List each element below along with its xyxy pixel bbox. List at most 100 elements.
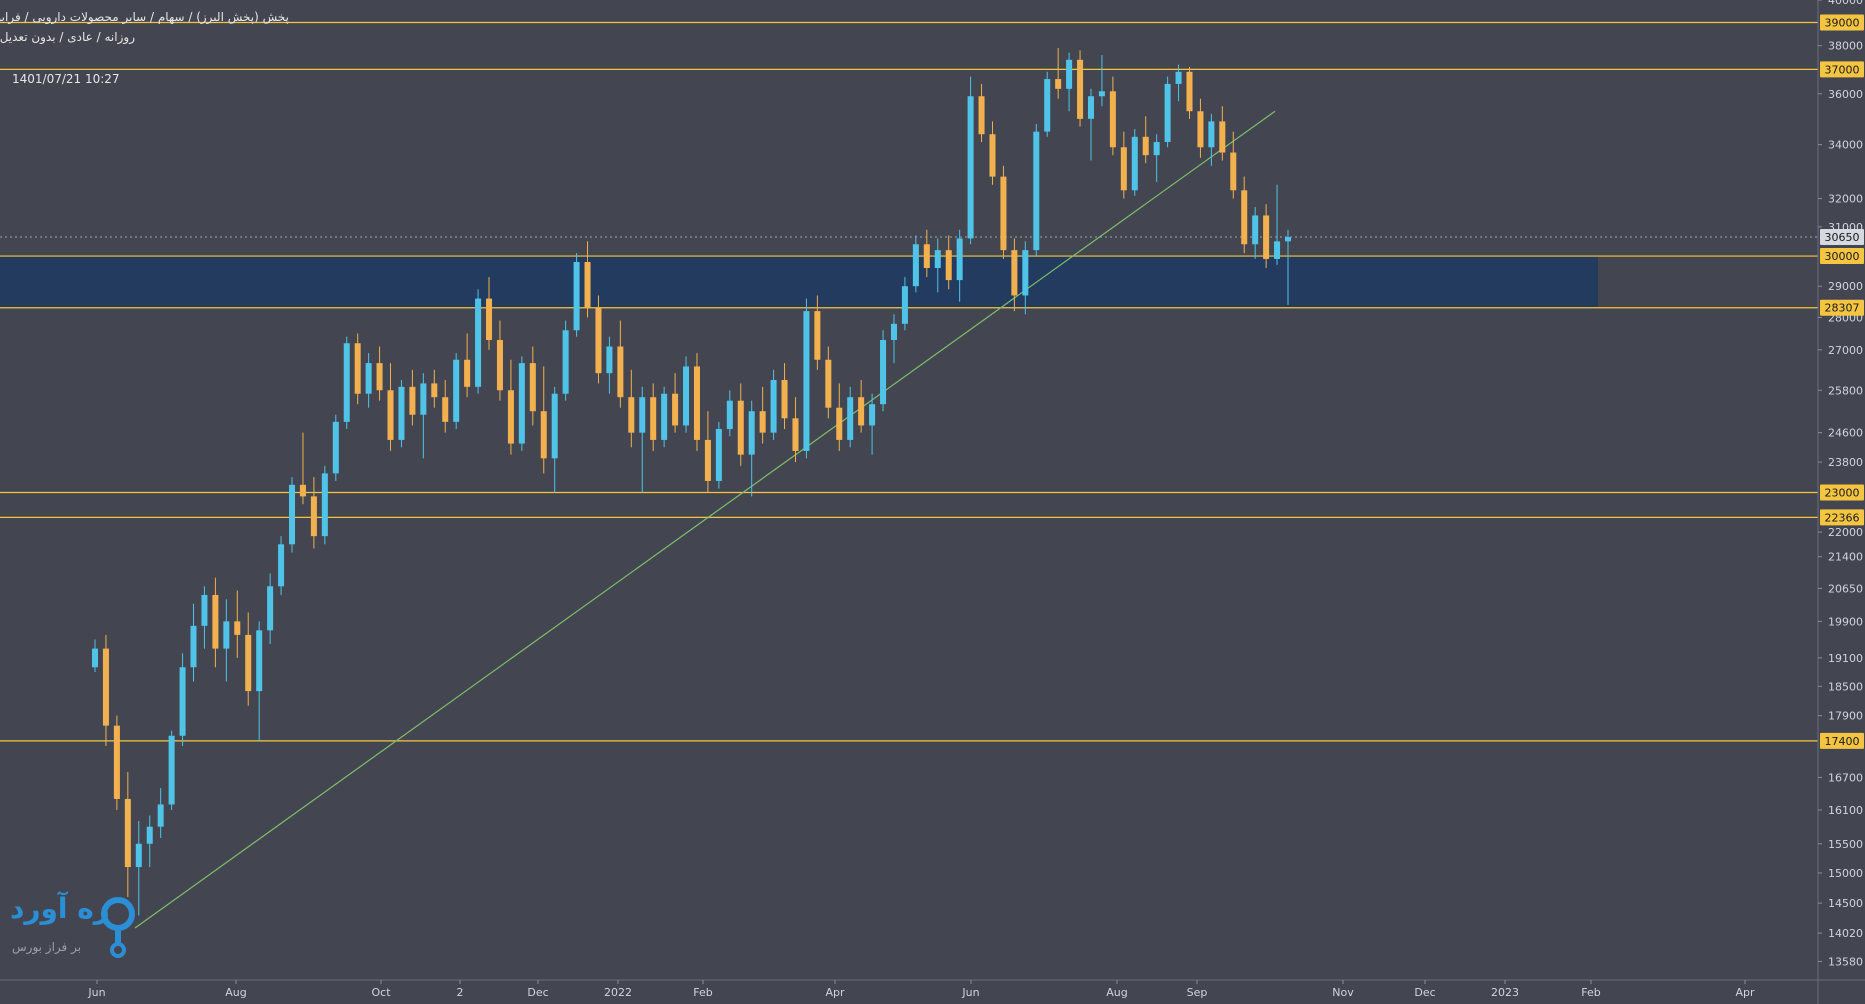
candle-body[interactable] [529, 363, 536, 412]
candle-body[interactable] [1109, 91, 1116, 148]
candle-body[interactable] [398, 386, 405, 440]
candle-body[interactable] [672, 393, 679, 426]
candle-body[interactable] [278, 544, 285, 587]
candle-body[interactable] [573, 261, 580, 331]
candle-body[interactable] [1120, 147, 1127, 191]
candle-body[interactable] [562, 330, 569, 394]
candle-body[interactable] [1131, 136, 1138, 191]
candle-body[interactable] [814, 311, 821, 360]
candle-body[interactable] [146, 826, 153, 844]
candle-body[interactable] [1252, 215, 1259, 245]
support-zone[interactable] [0, 256, 1598, 308]
candle-body[interactable] [628, 397, 635, 433]
candle-body[interactable] [409, 386, 416, 415]
candle-body[interactable] [135, 843, 142, 868]
candle-body[interactable] [978, 96, 985, 135]
candle-body[interactable] [1153, 142, 1160, 156]
candle-body[interactable] [321, 473, 328, 537]
price-axis[interactable]: 4000038000360003400032000310002900028000… [1818, 0, 1863, 968]
candle-body[interactable] [168, 735, 175, 805]
candle-body[interactable] [956, 238, 963, 281]
candle-body[interactable] [847, 397, 854, 440]
candle-body[interactable] [1098, 91, 1105, 97]
candle-body[interactable] [1175, 71, 1182, 84]
candle-body[interactable] [1142, 136, 1149, 156]
candle-body[interactable] [486, 298, 493, 340]
candle-body[interactable] [1066, 59, 1073, 89]
candle-body[interactable] [453, 359, 460, 422]
candle-body[interactable] [923, 244, 930, 268]
candle-body[interactable] [464, 359, 471, 387]
candle-body[interactable] [267, 586, 274, 631]
candle-body[interactable] [595, 307, 602, 374]
candle-body[interactable] [1186, 71, 1193, 112]
candle-body[interactable] [770, 379, 777, 433]
candle-body[interactable] [179, 667, 186, 736]
candle-body[interactable] [1164, 83, 1171, 143]
candle-body[interactable] [113, 725, 120, 799]
candle-body[interactable] [234, 621, 241, 635]
candle-body[interactable] [934, 250, 941, 268]
candle-body[interactable] [1208, 121, 1215, 148]
candle-body[interactable] [376, 363, 383, 391]
candle-body[interactable] [212, 594, 219, 649]
candle-body[interactable] [190, 625, 197, 668]
candle-body[interactable] [803, 311, 810, 451]
candle-body[interactable] [1011, 250, 1018, 296]
candle-body[interactable] [201, 594, 208, 626]
candle-body[interactable] [420, 383, 427, 415]
candle-body[interactable] [606, 346, 613, 374]
candle-body[interactable] [748, 411, 755, 455]
candle-body[interactable] [288, 484, 296, 545]
candle-body[interactable] [299, 484, 306, 497]
candle-body[interactable] [365, 363, 372, 394]
candle-body[interactable] [343, 343, 350, 422]
candle-body[interactable] [1230, 152, 1237, 191]
candle-body[interactable] [1197, 111, 1204, 148]
candle-body[interactable] [496, 339, 503, 391]
candle-body[interactable] [507, 390, 514, 444]
candle-body[interactable] [759, 411, 766, 433]
plot-area[interactable] [0, 0, 1818, 980]
candle-body[interactable] [354, 343, 361, 394]
candle-body[interactable] [869, 404, 876, 426]
candle-body[interactable] [737, 400, 744, 455]
candle-body[interactable] [858, 397, 865, 426]
candle-body[interactable] [639, 397, 646, 433]
candle-body[interactable] [431, 383, 438, 398]
candle-body[interactable] [989, 134, 996, 177]
candle-body[interactable] [442, 397, 449, 422]
candle-body[interactable] [387, 390, 394, 440]
trendline[interactable] [134, 110, 1276, 929]
candle-body[interactable] [781, 379, 788, 419]
candle-body[interactable] [683, 366, 690, 426]
candle-body[interactable] [1055, 79, 1062, 89]
candle-body[interactable] [661, 393, 668, 440]
candle-body[interactable] [475, 298, 482, 387]
candle-body[interactable] [1033, 131, 1040, 251]
candle-body[interactable] [1263, 215, 1270, 260]
candle-body[interactable] [792, 418, 799, 451]
candle-body[interactable] [332, 421, 339, 474]
candle-body[interactable] [518, 363, 525, 444]
candle-body[interactable] [584, 261, 591, 308]
candle-body[interactable] [1022, 250, 1029, 296]
candle-body[interactable] [617, 346, 624, 398]
candle-body[interactable] [693, 366, 700, 440]
candle-body[interactable] [945, 250, 952, 281]
candle-body[interactable] [650, 397, 657, 440]
candle-body[interactable] [256, 630, 263, 692]
candle-body[interactable] [540, 411, 547, 459]
candle-body[interactable] [551, 393, 558, 459]
candle-body[interactable] [223, 621, 230, 649]
candle-body[interactable] [310, 496, 317, 537]
candle-body[interactable] [102, 648, 109, 726]
candle-body[interactable] [1087, 96, 1095, 119]
candle-body[interactable] [901, 286, 908, 324]
candle-body[interactable] [912, 244, 919, 287]
candle-body[interactable] [967, 96, 974, 239]
candle-body[interactable] [91, 648, 99, 668]
candle-body[interactable] [704, 439, 711, 481]
candle-body[interactable] [1284, 236, 1292, 242]
